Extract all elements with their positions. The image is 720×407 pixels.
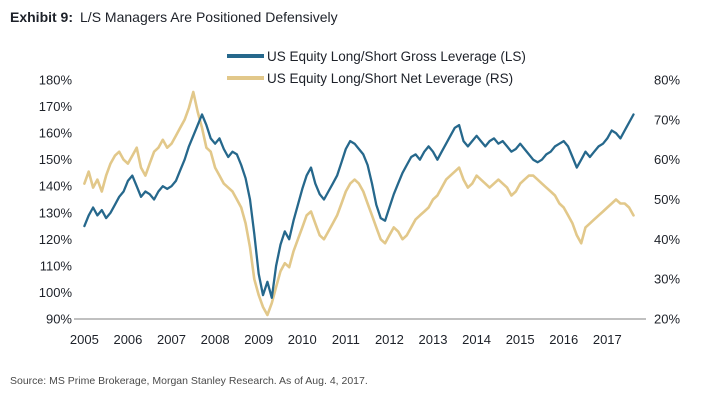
left-axis-tick-label: 170% xyxy=(39,99,73,114)
x-axis-tick-label: 2006 xyxy=(113,332,142,347)
left-axis-tick-label: 110% xyxy=(40,258,73,273)
left-axis-tick-label: 140% xyxy=(39,179,73,194)
left-axis-tick-label: 100% xyxy=(39,285,73,300)
chart-legend: US Equity Long/Short Gross Leverage (LS)… xyxy=(227,45,526,89)
left-axis-tick-label: 180% xyxy=(39,73,73,88)
x-axis-tick-label: 2010 xyxy=(288,332,317,347)
right-axis-tick-label: 60% xyxy=(654,152,680,167)
legend-label-net-leverage: US Equity Long/Short Net Leverage (RS) xyxy=(267,70,514,86)
source-note: Source: MS Prime Brokerage, Morgan Stanl… xyxy=(10,375,368,387)
left-axis-tick-label: 120% xyxy=(39,232,73,247)
gross-leverage-line-swatch xyxy=(227,54,264,58)
x-axis-tick-label: 2011 xyxy=(332,332,360,347)
x-axis-tick-label: 2007 xyxy=(157,332,186,347)
right-axis-tick-label: 70% xyxy=(654,112,680,127)
x-axis-tick-label: 2016 xyxy=(549,332,578,347)
left-axis-tick-label: 90% xyxy=(46,312,72,327)
right-axis-tick-label: 40% xyxy=(654,232,680,247)
legend-item-gross-leverage: US Equity Long/Short Gross Leverage (LS) xyxy=(227,45,526,67)
right-axis-tick-label: 20% xyxy=(654,312,680,327)
chart-title-text: L/S Managers Are Positioned Defensively xyxy=(80,9,338,25)
x-axis-tick-label: 2014 xyxy=(462,332,491,347)
left-axis-tick-label: 160% xyxy=(39,126,73,141)
x-axis-tick-label: 2008 xyxy=(201,332,230,347)
x-axis-tick-label: 2012 xyxy=(375,332,404,347)
left-axis-tick-label: 150% xyxy=(39,152,73,167)
x-axis-tick-label: 2013 xyxy=(419,332,448,347)
right-axis-tick-label: 50% xyxy=(654,192,680,207)
chart-title: Exhibit 9: L/S Managers Are Positioned De… xyxy=(10,9,338,25)
gross-leverage-line xyxy=(83,113,635,299)
x-axis-tick-label: 2015 xyxy=(506,332,535,347)
right-axis-tick-label: 80% xyxy=(654,73,680,88)
right-axis-tick-label: 30% xyxy=(654,272,680,287)
left-axis-tick-label: 130% xyxy=(39,205,73,220)
legend-item-net-leverage: US Equity Long/Short Net Leverage (RS) xyxy=(227,67,526,89)
x-axis-tick-label: 2017 xyxy=(593,332,622,347)
x-axis-tick-label: 2009 xyxy=(244,332,273,347)
legend-label-gross-leverage: US Equity Long/Short Gross Leverage (LS) xyxy=(267,48,526,64)
x-axis-tick-label: 2005 xyxy=(70,332,99,347)
net-leverage-line-swatch xyxy=(227,76,264,80)
net-leverage-line xyxy=(83,90,635,317)
chart-title-prefix: Exhibit 9: xyxy=(10,9,74,25)
